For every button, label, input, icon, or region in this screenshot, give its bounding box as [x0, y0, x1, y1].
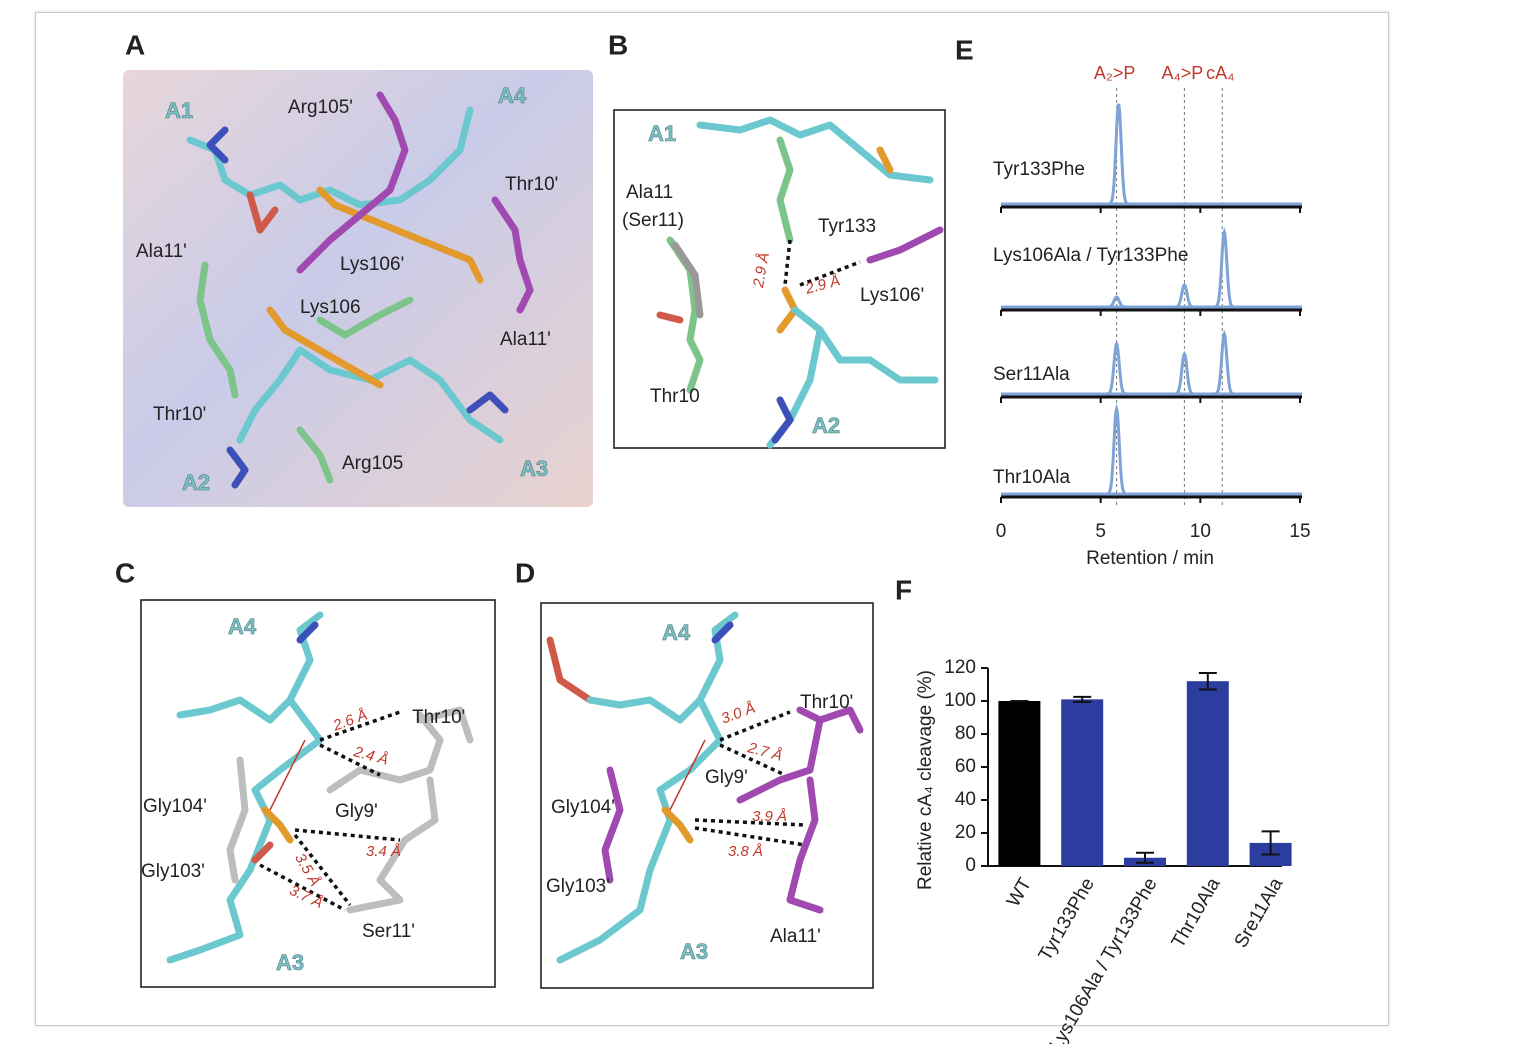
x-tick-label: Lys106Ala / Tyr133Phe [1046, 875, 1162, 1044]
distance-label: 3.8 Å [728, 843, 763, 860]
residue-label: Ala11' [136, 241, 187, 262]
distance-label: 2.9 Å [750, 251, 773, 289]
y-tick-label: 0 [965, 855, 976, 876]
x-tick-label: Tyr133Phe [1035, 875, 1099, 965]
surface-map [123, 70, 593, 507]
y-tick-label: 120 [944, 657, 976, 678]
nucleotide-label: A2 [812, 413, 840, 438]
residue-label: Thr10 [650, 386, 700, 407]
distance-label: 3.4 Å [366, 843, 401, 860]
x-tick-label: 0 [996, 521, 1007, 542]
peak [1104, 340, 1129, 396]
trace-label: Ser11Ala [993, 364, 1070, 385]
molecule-sticks [656, 116, 944, 449]
arrow [269, 739, 306, 811]
nucleotide-label: A3 [680, 939, 708, 964]
trace-label: Tyr133Phe [993, 159, 1085, 180]
nucleotide-label: A1 [648, 121, 676, 146]
nucleotide-label: A4 [662, 620, 691, 645]
molecule-sticks [186, 91, 534, 489]
residue-label: Ser11' [362, 921, 415, 942]
panel-label: C [115, 557, 135, 588]
residue-label: (Ser11) [622, 210, 684, 231]
residue-label: Tyr133 [818, 216, 876, 237]
y-tick-label: 100 [944, 690, 976, 711]
nucleotide-label: A2 [182, 470, 210, 495]
peak [1172, 350, 1197, 396]
residue-label: Gly9' [705, 767, 748, 788]
molecule-sticks [546, 611, 864, 964]
marker-label: cA₄ [1206, 63, 1234, 83]
nucleotide-label: A1 [165, 98, 193, 123]
x-tick-label: WT [1003, 874, 1036, 910]
peak [1104, 403, 1129, 496]
residue-label: Thr10' [412, 707, 465, 728]
residue-label: Thr10' [505, 174, 558, 195]
error-bar [1261, 830, 1280, 856]
residue-label: Lys106 [300, 297, 361, 318]
residue-label: Gly104' [143, 796, 207, 817]
residue-label: Gly103' [141, 861, 205, 882]
residue-label: Ala11' [500, 329, 551, 350]
arrow [669, 739, 706, 811]
error-bar [1136, 851, 1154, 864]
residue-label: Ala11 [626, 182, 673, 203]
panel-box [140, 599, 496, 988]
residue-label: Gly104' [551, 797, 615, 818]
nucleotide-label: A4 [498, 83, 527, 108]
x-tick-label: 5 [1095, 521, 1106, 542]
nucleotide-label: A4 [228, 614, 257, 639]
x-tick-label: Thr10Ala [1168, 874, 1225, 952]
bar [1186, 681, 1229, 866]
peak [1172, 282, 1197, 309]
trace-label: Thr10Ala [993, 467, 1071, 488]
residue-label: Thr10' [800, 692, 853, 713]
panel-label: D [515, 557, 535, 588]
y-tick-label: 80 [955, 723, 976, 744]
panel-label: E [955, 34, 974, 65]
residue-label: Arg105' [288, 97, 353, 118]
bar [998, 701, 1041, 866]
residue-label: Thr10' [153, 404, 206, 425]
panel-label: A [125, 29, 145, 60]
y-tick-label: 40 [955, 789, 976, 810]
nucleotide-label: A3 [276, 950, 304, 975]
x-tick-label: Sre11Ala [1231, 874, 1288, 951]
peak [1212, 329, 1237, 396]
error-bar [1198, 671, 1217, 691]
residue-label: Lys106' [860, 285, 924, 306]
residue-label: Gly9' [335, 801, 378, 822]
y-tick-label: 60 [955, 756, 976, 777]
distance-label: 3.9 Å [752, 808, 787, 825]
y-axis-title: Relative cA₄ cleavage (%) [915, 670, 936, 890]
peak [1104, 295, 1129, 309]
bar [1061, 699, 1104, 866]
x-axis-title: Retention / min [1086, 548, 1214, 569]
panel-label: B [608, 29, 628, 60]
marker-label: A₄>P [1161, 63, 1203, 83]
error-bar [1073, 695, 1092, 703]
trace-label: Lys106Ala / Tyr133Phe [993, 245, 1188, 266]
panel-box [540, 602, 874, 989]
y-tick-label: 20 [955, 822, 976, 843]
residue-label: Ala11' [770, 926, 821, 947]
panel-label: F [895, 574, 912, 605]
marker-label: A₂>P [1094, 63, 1136, 83]
residue-label: Arg105 [342, 453, 403, 474]
x-tick-label: 15 [1289, 521, 1310, 542]
peak [1106, 103, 1131, 206]
residue-label: Lys106' [340, 254, 404, 275]
nucleotide-label: A3 [520, 456, 548, 481]
x-tick-label: 10 [1190, 521, 1211, 542]
molecule-sticks [166, 611, 474, 964]
peak [1212, 226, 1237, 309]
residue-label: Gly103' [546, 876, 610, 897]
